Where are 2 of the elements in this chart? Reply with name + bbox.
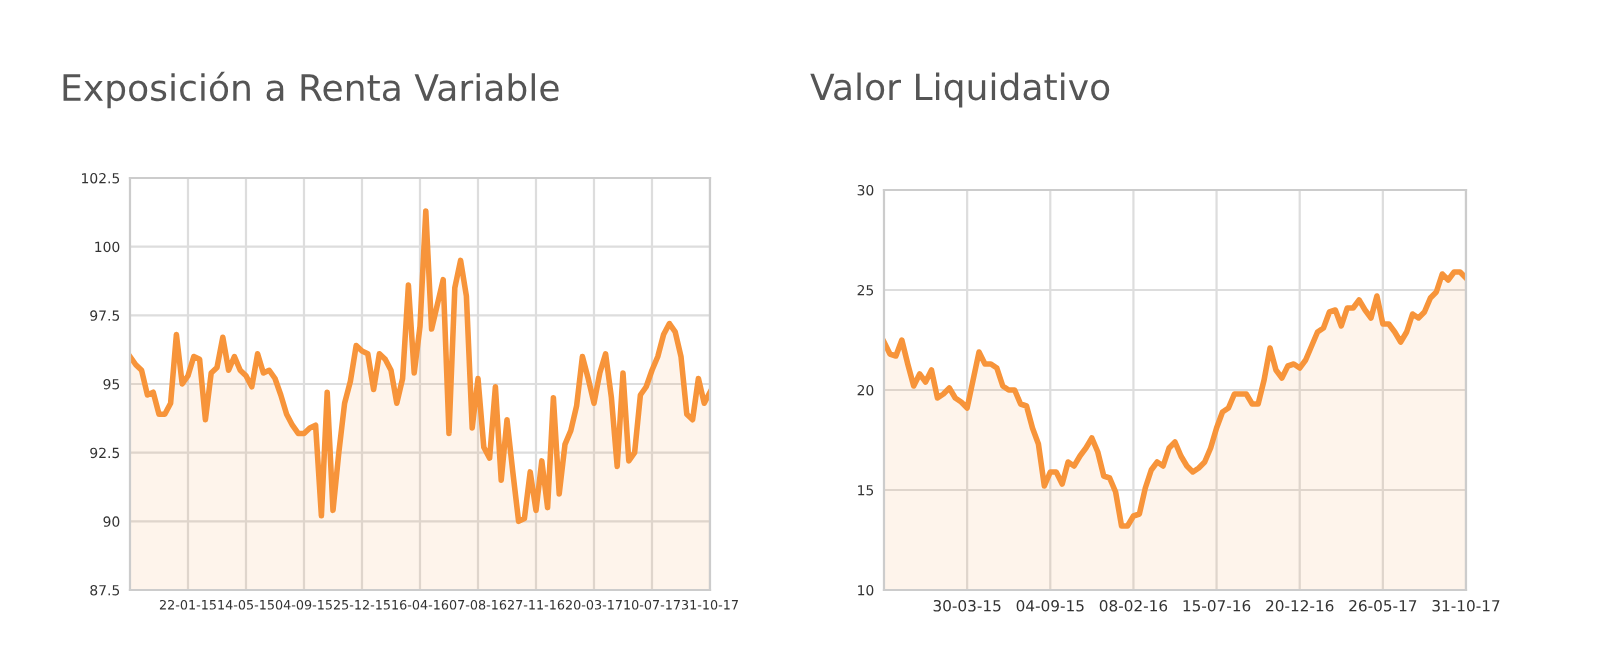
- chart-title: Exposición a Renta Variable: [63, 71, 559, 109]
- chart-title: Valor Liquidativo: [810, 72, 1110, 108]
